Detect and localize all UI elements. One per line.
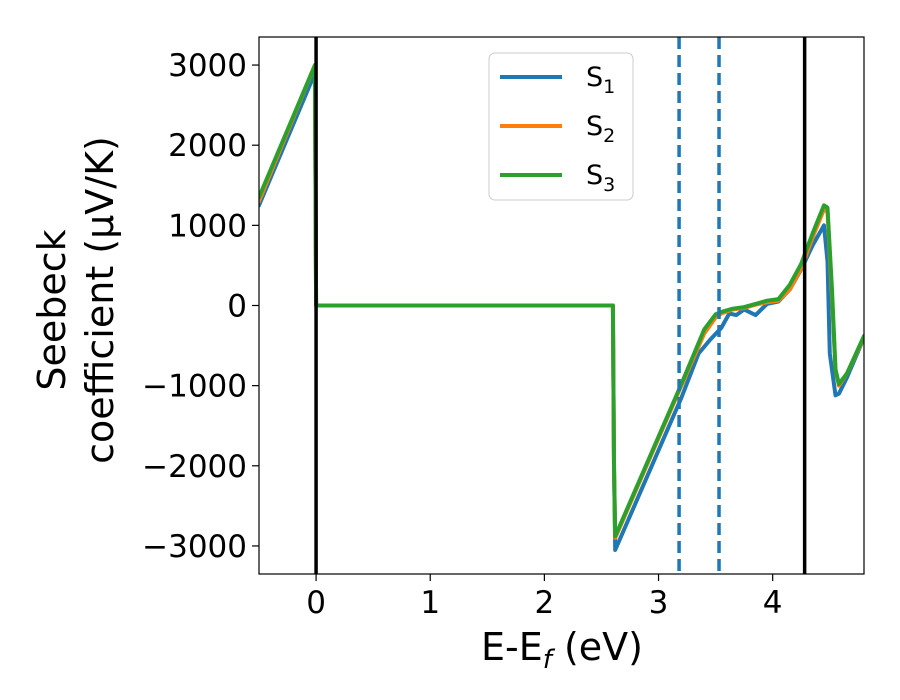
x-tick-label: 0 (306, 585, 326, 621)
legend-label-s3: S3 (586, 160, 615, 196)
y-tick-label: 0 (227, 289, 247, 325)
y-tick-label: 1000 (168, 208, 247, 244)
series-line-s3 (259, 63, 864, 539)
y-tick-label: 3000 (168, 48, 247, 84)
x-axis-label-main: E-E (481, 625, 543, 669)
legend-label-s1: S1 (586, 62, 615, 98)
legend-label-s2: S2 (586, 111, 615, 147)
x-tick-label: 1 (420, 585, 440, 621)
y-axis-label-line2: coefficient (μV/K) (78, 136, 122, 464)
x-tick-label: 2 (535, 585, 555, 621)
y-tick-label: −1000 (142, 369, 247, 405)
y-tick-label: −3000 (142, 529, 247, 565)
x-tick-label: 4 (763, 585, 783, 621)
y-tick-label: −2000 (142, 449, 247, 485)
x-axis-label-unit: (eV) (552, 625, 643, 669)
y-axis-label-line1: Seebeck (30, 229, 74, 390)
x-tick-label: 3 (649, 585, 669, 621)
x-axis-label: E-Ef (eV) (481, 625, 643, 675)
legend: S1 S2 S3 (488, 52, 634, 201)
y-tick-label: 2000 (168, 128, 247, 164)
